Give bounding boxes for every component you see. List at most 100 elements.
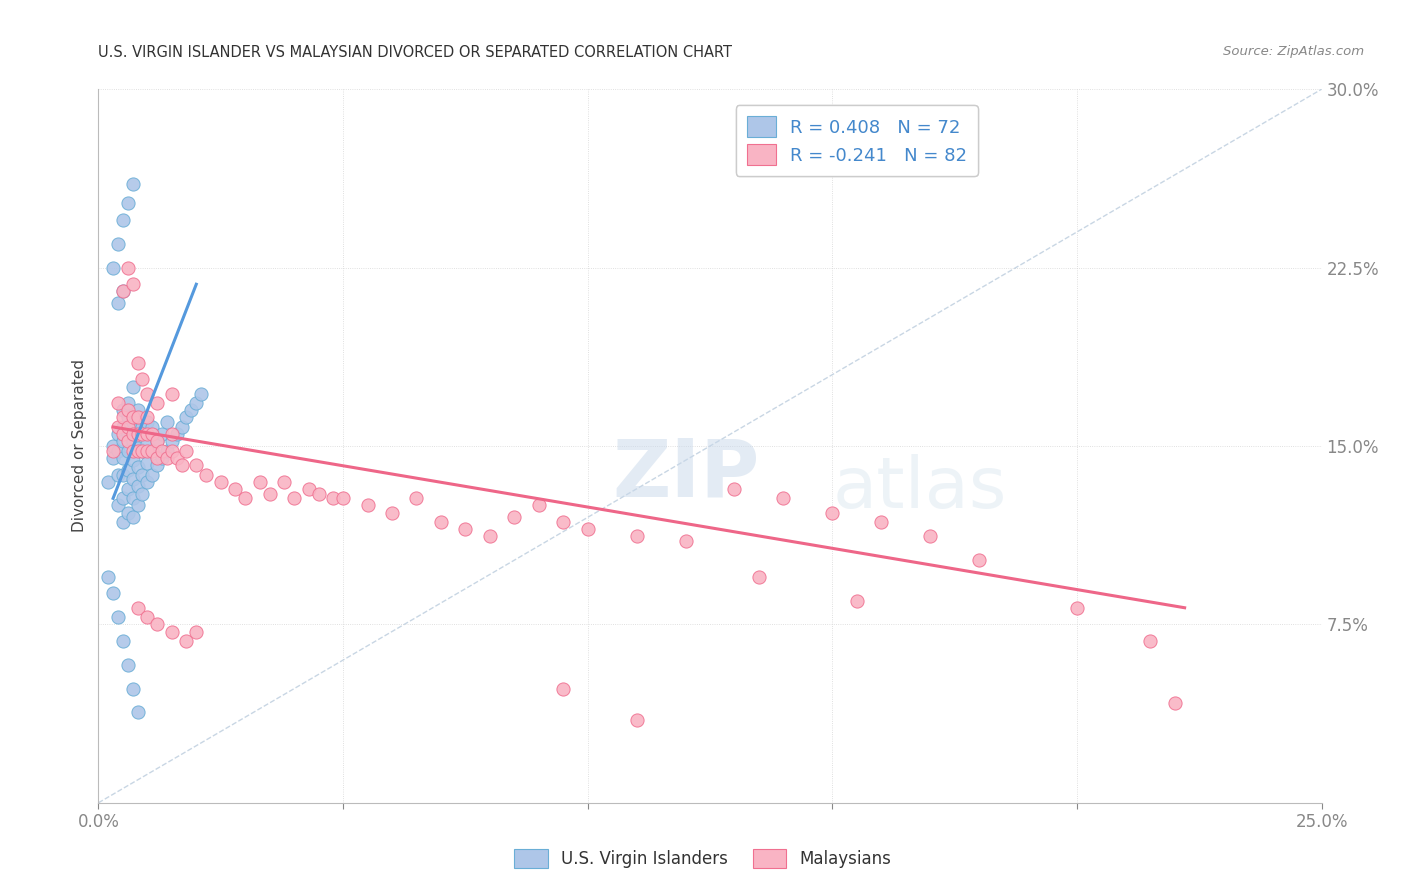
Point xyxy=(332,491,354,506)
Point xyxy=(870,515,893,529)
Point xyxy=(121,410,143,425)
Point xyxy=(107,396,129,410)
Point xyxy=(141,467,163,482)
Point xyxy=(821,506,844,520)
Point xyxy=(136,436,159,450)
Point xyxy=(150,443,173,458)
Point xyxy=(127,706,149,720)
Point xyxy=(101,439,124,453)
Point xyxy=(121,379,143,393)
Point xyxy=(772,491,794,506)
Point xyxy=(117,427,139,442)
Point xyxy=(381,506,404,520)
Point xyxy=(136,610,159,624)
Legend: U.S. Virgin Islanders, Malaysians: U.S. Virgin Islanders, Malaysians xyxy=(508,842,898,875)
Point xyxy=(1164,696,1187,710)
Point xyxy=(131,443,153,458)
Point xyxy=(121,510,143,524)
Point xyxy=(111,213,134,227)
Point xyxy=(101,443,124,458)
Point xyxy=(146,434,169,449)
Point xyxy=(748,570,770,584)
Point xyxy=(111,634,134,648)
Point xyxy=(111,285,134,299)
Point xyxy=(156,450,179,465)
Point xyxy=(160,386,183,401)
Point xyxy=(107,467,129,482)
Point xyxy=(553,681,575,696)
Point xyxy=(626,713,648,727)
Point xyxy=(107,236,129,251)
Point xyxy=(160,434,183,449)
Point xyxy=(121,415,143,429)
Point xyxy=(121,178,143,192)
Point xyxy=(117,482,139,496)
Point xyxy=(920,529,942,543)
Point xyxy=(121,443,143,458)
Point xyxy=(111,434,134,449)
Point xyxy=(170,458,193,472)
Point xyxy=(111,467,134,482)
Point xyxy=(101,586,124,600)
Point xyxy=(298,482,321,496)
Point xyxy=(121,434,143,449)
Point xyxy=(146,458,169,472)
Point xyxy=(156,443,179,458)
Point xyxy=(176,443,198,458)
Point xyxy=(107,443,129,458)
Point xyxy=(186,396,208,410)
Point xyxy=(626,529,648,543)
Point xyxy=(107,610,129,624)
Point xyxy=(141,443,163,458)
Point xyxy=(127,443,149,458)
Point xyxy=(127,422,149,436)
Point xyxy=(121,681,143,696)
Point xyxy=(160,443,183,458)
Point xyxy=(146,434,169,449)
Point xyxy=(111,410,134,425)
Point xyxy=(136,386,159,401)
Point xyxy=(209,475,232,489)
Point xyxy=(111,285,134,299)
Point xyxy=(127,460,149,475)
Point xyxy=(150,450,173,465)
Point xyxy=(259,486,281,500)
Point xyxy=(150,427,173,442)
Point xyxy=(107,499,129,513)
Point xyxy=(111,420,134,434)
Point xyxy=(131,443,153,458)
Point xyxy=(117,260,139,275)
Point xyxy=(136,443,159,458)
Text: atlas: atlas xyxy=(832,454,1007,524)
Point xyxy=(141,420,163,434)
Legend: R = 0.408   N = 72, R = -0.241   N = 82: R = 0.408 N = 72, R = -0.241 N = 82 xyxy=(735,105,977,176)
Point xyxy=(186,624,208,639)
Point xyxy=(356,499,378,513)
Point xyxy=(127,427,149,442)
Point xyxy=(127,356,149,370)
Point xyxy=(136,410,159,425)
Point xyxy=(111,491,134,506)
Point xyxy=(131,486,153,500)
Point xyxy=(131,372,153,386)
Point xyxy=(121,427,143,442)
Point xyxy=(322,491,344,506)
Point xyxy=(405,491,427,506)
Point xyxy=(121,491,143,506)
Point xyxy=(136,456,159,470)
Point xyxy=(156,415,179,429)
Point xyxy=(136,427,159,442)
Point xyxy=(127,499,149,513)
Point xyxy=(131,467,153,482)
Point xyxy=(121,277,143,292)
Point xyxy=(121,453,143,467)
Point xyxy=(527,499,550,513)
Point xyxy=(121,472,143,486)
Point xyxy=(503,510,526,524)
Y-axis label: Divorced or Separated: Divorced or Separated xyxy=(72,359,87,533)
Point xyxy=(101,450,124,465)
Point xyxy=(845,593,868,607)
Point xyxy=(117,434,139,449)
Point xyxy=(117,506,139,520)
Point xyxy=(249,475,271,489)
